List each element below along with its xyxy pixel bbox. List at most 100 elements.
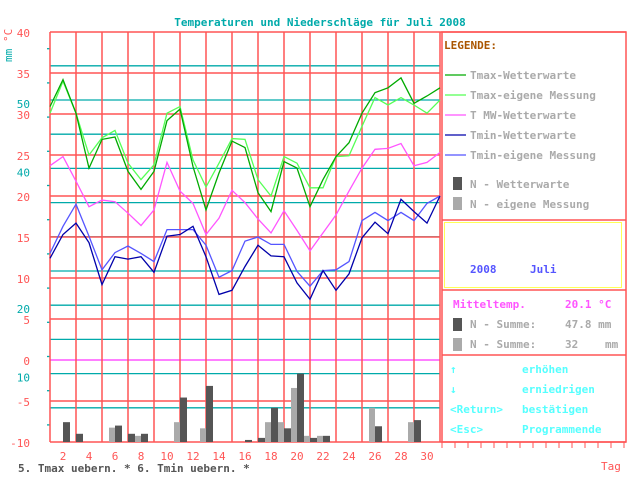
bar-own-day-21 bbox=[304, 435, 310, 442]
bar-station-day-13 bbox=[206, 385, 213, 442]
bar-station-day-20 bbox=[297, 373, 304, 442]
bar-own-day-11 bbox=[174, 422, 180, 442]
temp-tick-label: 20 bbox=[17, 191, 30, 204]
period-box: 2008 Juli bbox=[444, 222, 622, 288]
key-up[interactable]: ↑ bbox=[450, 363, 457, 376]
bar-station-day-8 bbox=[141, 433, 148, 442]
bar-station-day-3 bbox=[76, 433, 83, 442]
day-tick-label: 18 bbox=[264, 450, 277, 463]
key-return-action: bestätigen bbox=[522, 403, 588, 416]
bar-own-day-22 bbox=[317, 435, 323, 442]
day-tick-label: 30 bbox=[420, 450, 433, 463]
precip-tick-label: 10 bbox=[17, 372, 30, 385]
precip-sum-station-value: 47.8 mm bbox=[565, 318, 612, 331]
series-line-tmin-wetterwarte bbox=[49, 195, 441, 301]
bar-station-day-11 bbox=[180, 397, 187, 442]
bar-own-day-18 bbox=[265, 422, 271, 442]
day-tick-label: 12 bbox=[186, 450, 199, 463]
key-help: ↑ erhöhen ↓ erniedrigen <Return> bestäti… bbox=[450, 363, 602, 436]
temp-tick-label: 25 bbox=[17, 150, 30, 163]
temp-tick-label: 30 bbox=[17, 109, 30, 122]
bar-own-day-8 bbox=[135, 435, 141, 442]
precip-sum-own-value: 32 bbox=[565, 338, 578, 351]
day-tick-label: 10 bbox=[160, 450, 173, 463]
bar-station-day-17 bbox=[258, 437, 265, 442]
temp-tick-label: -10 bbox=[10, 437, 30, 450]
stats-panel: Mitteltemp. 20.1 °C N - Summe: 47.8 mm N… bbox=[453, 298, 619, 351]
legend-item-label: Tmin-eigene Messung bbox=[470, 149, 596, 162]
legend-panel: LEGENDE: Tmax-Wetterwarte Tmax-eigene Mes… bbox=[441, 31, 627, 443]
day-tick-label: 24 bbox=[342, 450, 356, 463]
day-tick-label: 2 bbox=[60, 450, 67, 463]
precip-tick-label: 20 bbox=[17, 303, 30, 316]
series-line-tmax-eigene-messung bbox=[49, 79, 441, 198]
bar-station-day-21 bbox=[310, 437, 317, 442]
legend-title: LEGENDE: bbox=[444, 39, 497, 52]
status-line: 5. Tmax uebern. * 6. Tmin uebern. * bbox=[18, 462, 250, 475]
temp-unit-label: °C bbox=[2, 29, 15, 42]
precip-sum-station-label: N - Summe: bbox=[470, 318, 536, 331]
bar-station-day-7 bbox=[128, 433, 135, 442]
series-line-tmin-eigene-messung bbox=[49, 195, 441, 288]
legend-item-label: Tmax-eigene Messung bbox=[470, 89, 596, 102]
mean-temp-label: Mitteltemp. bbox=[453, 298, 526, 311]
precip-station-swatch bbox=[453, 318, 462, 331]
bar-station-day-26 bbox=[375, 426, 382, 442]
temp-tick-label: 10 bbox=[17, 273, 30, 286]
precip-unit-label: mm bbox=[2, 48, 15, 62]
temp-tick-label: 0 bbox=[23, 355, 30, 368]
temp-tick-label: 40 bbox=[17, 27, 30, 40]
day-tick-label: 20 bbox=[290, 450, 303, 463]
bar-station-day-16 bbox=[245, 439, 252, 442]
bar-station-day-2 bbox=[63, 422, 70, 442]
precipitation-bars bbox=[63, 373, 421, 442]
key-down[interactable]: ↓ bbox=[450, 383, 457, 396]
temperature-lines bbox=[49, 76, 441, 301]
key-return[interactable]: <Return> bbox=[450, 403, 503, 416]
month-value[interactable]: Juli bbox=[530, 263, 557, 276]
legend-bar-swatch bbox=[453, 177, 462, 190]
day-tick-label: 6 bbox=[112, 450, 119, 463]
legend-item-label: T MW-Wetterwarte bbox=[470, 109, 576, 122]
grid bbox=[47, 31, 626, 448]
day-tick-label: 4 bbox=[86, 450, 93, 463]
bar-station-day-18 bbox=[271, 407, 278, 442]
series-line-tmax-wetterwarte bbox=[49, 76, 441, 214]
temp-tick-label: -5 bbox=[17, 396, 30, 409]
precip-sum-own-label: N - Summe: bbox=[470, 338, 536, 351]
precip-tick-label: 40 bbox=[17, 166, 30, 179]
bar-station-day-6 bbox=[115, 425, 122, 442]
bar-own-day-13 bbox=[200, 428, 206, 442]
legend-item-label: N - eigene Messung bbox=[470, 198, 589, 211]
series-line-t-mw-wetterwarte bbox=[49, 142, 441, 253]
bar-own-day-20 bbox=[291, 387, 297, 442]
chart-title: Temperaturen und Niederschläge für Juli … bbox=[174, 16, 465, 29]
bar-station-day-29 bbox=[414, 420, 421, 442]
key-esc-action: Programmende bbox=[522, 423, 602, 436]
key-esc[interactable]: <Esc> bbox=[450, 423, 483, 436]
day-tick-label: 28 bbox=[394, 450, 407, 463]
bar-own-day-6 bbox=[109, 427, 115, 442]
day-tick-label: 26 bbox=[368, 450, 381, 463]
key-up-action: erhöhen bbox=[522, 363, 568, 376]
temp-tick-label: 5 bbox=[23, 314, 30, 327]
temp-tick-label: 15 bbox=[17, 232, 30, 245]
mean-temp-value: 20.1 °C bbox=[565, 298, 611, 311]
x-axis-label: Tag bbox=[601, 460, 621, 473]
bar-station-day-19 bbox=[284, 428, 291, 442]
year-value[interactable]: 2008 bbox=[470, 263, 497, 276]
temp-tick-label: 35 bbox=[17, 68, 30, 81]
legend-item-label: Tmin-Wetterwarte bbox=[470, 129, 576, 142]
bar-station-day-22 bbox=[323, 435, 330, 442]
legend-item-label: Tmax-Wetterwarte bbox=[470, 69, 576, 82]
legend-item-label: N - Wetterwarte bbox=[470, 178, 570, 191]
day-tick-label: 16 bbox=[238, 450, 251, 463]
precip-tick-label: 50 bbox=[17, 98, 30, 111]
day-tick-label: 22 bbox=[316, 450, 329, 463]
day-tick-label: 8 bbox=[138, 450, 145, 463]
precip-own-swatch bbox=[453, 338, 462, 351]
bar-own-day-19 bbox=[278, 422, 284, 442]
precip-sum-own-unit: mm bbox=[605, 338, 619, 351]
